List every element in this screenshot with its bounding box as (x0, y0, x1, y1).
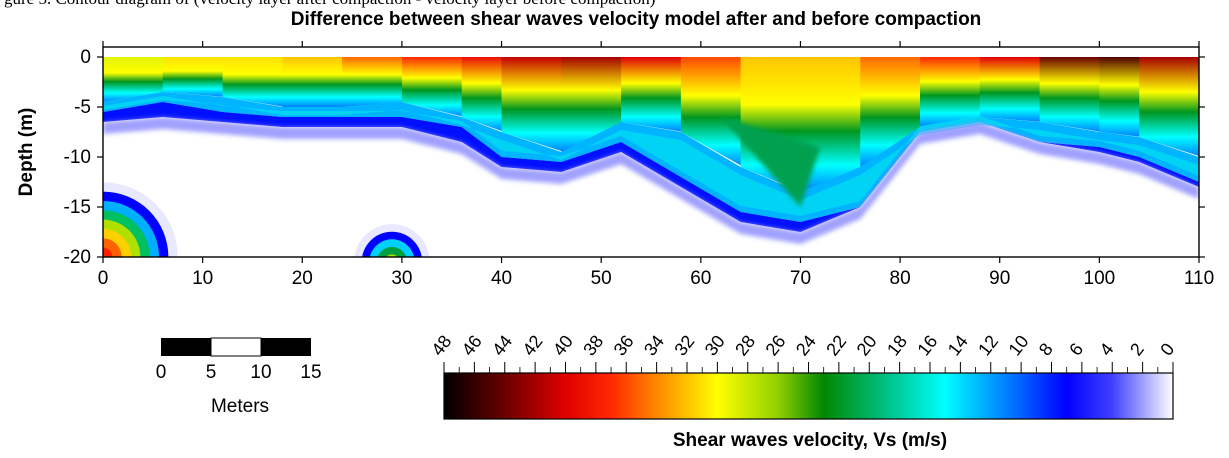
contour-band-fringe (103, 117, 1199, 244)
scale-bar-segment-3 (261, 338, 311, 356)
colorbar-tick-label: 26 (762, 331, 790, 359)
colorbar-tick-label: 42 (519, 331, 547, 359)
colorbar-tick-label: 36 (610, 331, 638, 359)
colorbar-tick-label: 44 (488, 331, 516, 359)
colorbar-tick-label: 8 (1035, 339, 1057, 359)
colorbar-tick-label: 0 (1156, 339, 1178, 359)
colorbar-ticks (443, 362, 1174, 373)
clipped-caption-text: gure 5. Contour diagram of (velocity lay… (4, 0, 655, 9)
contour-band-upper (282, 57, 346, 107)
scale-bar-segment-2 (210, 337, 262, 357)
scale-bar-tick-label: 0 (156, 362, 167, 383)
contour-trough-core (720, 117, 821, 207)
y-axis-label: Depth (m) (16, 108, 37, 197)
colorbar-tick-label: 34 (640, 331, 668, 359)
contour-band-upper (860, 57, 924, 167)
colorbar-tick-label: 12 (974, 331, 1002, 359)
x-tick-label: 30 (391, 268, 412, 289)
contour-band-blue (103, 102, 1199, 232)
x-tick-label: 10 (192, 268, 213, 289)
contour-band-upper (162, 57, 226, 97)
colorbar: 48 46 44 42 40 38 36 34 32 30 28 26 24 22 20 18 16 14 12 10… (427, 331, 1178, 451)
y-tick-label: -5 (74, 97, 91, 118)
zone-mid-ring (377, 246, 407, 257)
y-tick-label: -10 (64, 147, 91, 168)
colorbar-tick-label: 18 (883, 331, 911, 359)
colorbar-label: Shear waves velocity, Vs (m/s) (673, 430, 947, 451)
colorbar-tick-label: 4 (1096, 339, 1118, 359)
contour-band-upper (920, 57, 983, 127)
contour-band-upper (1039, 57, 1103, 132)
colorbar-tick-label: 28 (731, 331, 759, 359)
x-tick-label: 40 (491, 268, 512, 289)
contour-band-upper (1139, 57, 1199, 157)
x-tick-label: 0 (98, 268, 109, 289)
x-tick-label: 70 (790, 268, 811, 289)
scale-bar: 0 5 10 15 Meters (156, 337, 322, 417)
clipped-caption: gure 5. Contour diagram of (velocity lay… (0, 0, 900, 10)
colorbar-tick-label: 16 (913, 331, 941, 359)
contour-band-upper (501, 57, 565, 152)
scale-bar-tick-label: 15 (300, 362, 321, 383)
x-tick-label: 110 (1184, 268, 1214, 289)
colorbar-tick-labels: 48 46 44 42 40 38 36 34 32 30 28 26 24 22 20 18 16 14 12 10… (427, 331, 1178, 359)
colorbar-tick-label: 46 (458, 331, 486, 359)
contour-band-upper (401, 57, 465, 117)
colorbar-tick-label: 14 (944, 331, 972, 359)
colorbar-tick-label: 10 (1005, 331, 1033, 359)
zone-left (103, 182, 178, 257)
colorbar-tick-label: 30 (701, 331, 729, 359)
y-tick-label: 0 (80, 47, 91, 68)
x-tick-label: 80 (890, 268, 911, 289)
y-axis: 0 -5 -10 -15 -20 (64, 47, 1205, 268)
scale-bar-ticks: 0 5 10 15 (156, 362, 322, 383)
colorbar-tick-label: 40 (549, 331, 577, 359)
contour-band-upper (621, 57, 684, 132)
contour-band-upper (680, 57, 744, 167)
contour-band-upper (461, 57, 505, 132)
colorbar-tick-label: 22 (822, 331, 850, 359)
chart-title: Difference between shear waves velocity … (291, 9, 982, 30)
colorbar-tick-label: 2 (1126, 339, 1148, 359)
zone-left-ring (103, 247, 113, 257)
scale-bar-tick-label: 10 (250, 362, 271, 383)
x-tick-label: 50 (591, 268, 612, 289)
contour-band-upper (222, 57, 286, 107)
plot-area: 0 10 20 30 40 50 60 70 80 90 100 110 0 -5 -10 -15 -20 (64, 41, 1214, 289)
colorbar-tick-label: 20 (853, 331, 881, 359)
colorbar-tick-label: 38 (579, 331, 607, 359)
colorbar-tick-label: 32 (670, 331, 698, 359)
contour-band-cyan (103, 92, 1199, 222)
y-tick-label: -20 (64, 247, 91, 268)
x-tick-label: 90 (989, 268, 1010, 289)
zone-mid (354, 224, 430, 257)
contour-fill-layer (103, 57, 1199, 257)
colorbar-tick-label: 24 (792, 331, 820, 359)
contour-band-upper (103, 57, 166, 102)
contour-band-cyan-core (103, 96, 1199, 216)
contour-band-upper (561, 57, 625, 152)
scale-bar-unit: Meters (211, 396, 269, 417)
scale-bar-segment-1 (161, 338, 211, 356)
plot-frame (102, 46, 1200, 258)
x-tick-label: 20 (292, 268, 313, 289)
x-tick-label: 60 (690, 268, 711, 289)
contour-band-upper (979, 57, 1043, 122)
colorbar-tick-label: 6 (1065, 339, 1087, 359)
x-tick-label: 100 (1084, 268, 1116, 289)
y-tick-label: -15 (64, 197, 91, 218)
contour-band-upper (342, 57, 405, 107)
x-axis: 0 10 20 30 40 50 60 70 80 90 100 110 (98, 41, 1214, 289)
colorbar-rect (443, 372, 1174, 420)
colorbar-tick-label: 48 (427, 331, 455, 359)
scale-bar-tick-label: 5 (206, 362, 217, 383)
contour-band-upper (1099, 57, 1143, 137)
